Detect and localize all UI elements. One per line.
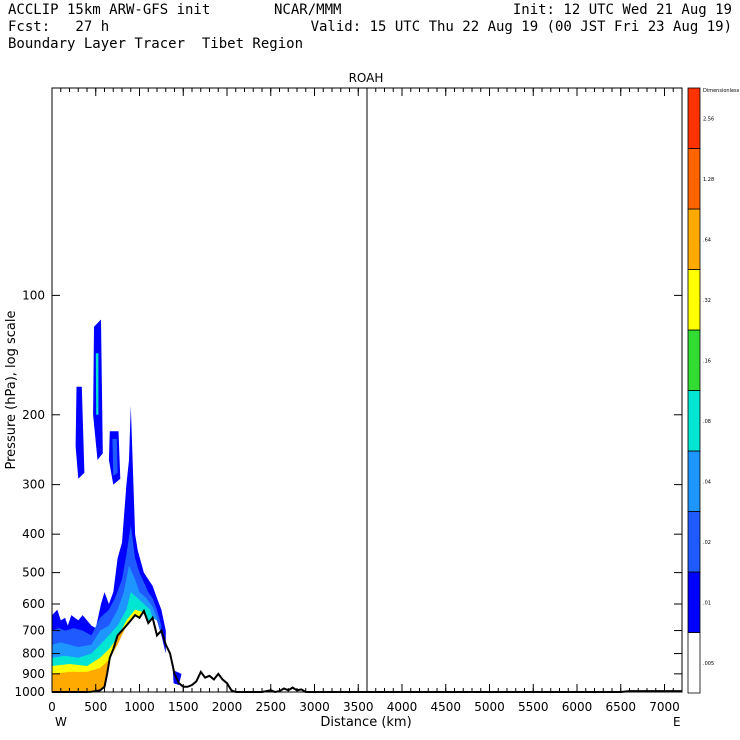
tracer-region-5 [52,615,140,692]
colorbar-swatch [687,269,701,331]
x-tick-label: 6000 [562,700,593,714]
tracer-region-0 [52,405,166,692]
colorbar-level-label: .16 [703,358,711,364]
y-tick-label: 900 [22,667,45,681]
forecast-hour: Fcst: 27 h [8,19,110,35]
y-tick-label: 600 [22,597,45,611]
x-axis-label: Distance (km) [320,715,411,730]
field-title: Boundary Layer Tracer Tibet Region [8,36,304,52]
x-tick-label: 2000 [212,700,243,714]
model-title: ACCLIP 15km ARW-GFS init [8,2,211,18]
y-tick-label: 300 [22,478,45,492]
colorbar-level-label: .02 [703,540,711,546]
y-axis-label: Pressure (hPa), log scale [4,311,19,470]
x-tick-label: 4500 [430,700,461,714]
west-label: W [55,715,67,729]
colorbar-swatch [687,511,701,573]
valid-time: Valid: 15 UTC Thu 22 Aug 19 (00 JST Fri … [310,19,732,35]
x-tick-label: 7000 [649,700,680,714]
east-label: E [673,715,681,729]
colorbar-level-label: .01 [703,600,711,606]
colorbar-level-label: .32 [703,298,711,304]
init-time: Init: 12 UTC Wed 21 Aug 19 [512,2,732,18]
x-tick-label: 4000 [387,700,418,714]
colorbar-level-label: .04 [703,479,711,485]
x-tick-label: 1500 [168,700,199,714]
y-tick-label: 500 [22,566,45,580]
colorbar-swatch [687,571,701,633]
colorbar: .005 .01 .02 .04 .08 .16 .32 .64 1.28 2.56 [687,87,714,694]
x-tick-label: 2500 [255,700,286,714]
institution-label: NCAR/MMM [274,2,342,18]
tracer-region-10 [112,438,118,476]
colorbar-swatch [687,148,701,210]
x-tick-label: 3500 [343,700,374,714]
x-tick-label: 3000 [299,700,330,714]
y-tick-label: 400 [22,527,45,541]
tracer-shading-layer [52,319,182,692]
y-tick-label: 100 [22,288,45,302]
colorbar-swatch [687,87,701,149]
colorbar-swatch [687,329,701,391]
colorbar-level-label: .005 [703,661,714,667]
y-axis-ticks: 100 200 300 400 500 600 700 800 900 1000 [14,288,682,699]
colorbar-title: Dimensionless [703,88,740,94]
x-tick-label: 5000 [474,700,505,714]
x-tick-label: 6500 [605,700,636,714]
tracer-region-8 [95,353,99,415]
x-tick-label: 500 [84,700,107,714]
colorbar-swatch [687,390,701,452]
y-tick-label: 700 [22,624,45,638]
colorbar-swatch [687,208,701,270]
y-tick-label: 1000 [14,685,45,699]
x-tick-label: 0 [48,700,56,714]
chart-title: ROAH [349,71,384,85]
x-tick-label: 5500 [518,700,549,714]
tracer-region-6 [75,386,85,479]
colorbar-level-label: .08 [703,419,711,425]
tracer-region-4 [52,609,149,692]
x-tick-label: 1000 [124,700,155,714]
colorbar-level-label: 2.56 [703,116,714,122]
colorbar-level-label: 1.28 [703,177,714,183]
colorbar-swatch [687,450,701,512]
colorbar-level-label: .64 [703,237,711,243]
y-tick-label: 200 [22,408,45,422]
colorbar-swatch [687,632,701,694]
x-axis-ticks: 0 500 1000 1500 2000 2500 3000 3500 4000 4500 5000… [48,88,683,714]
y-tick-label: 800 [22,647,45,661]
